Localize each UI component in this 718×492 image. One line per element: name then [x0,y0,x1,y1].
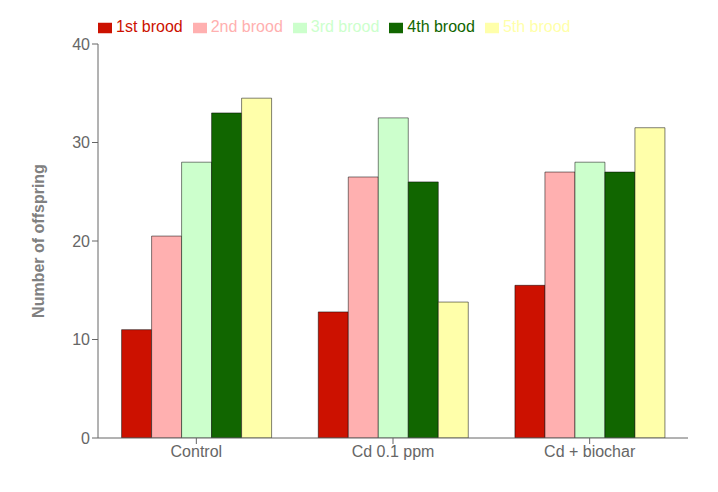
svg-text:10: 10 [72,331,90,348]
svg-text:Control: Control [171,443,223,460]
svg-text:Cd 0.1 ppm: Cd 0.1 ppm [352,443,435,460]
svg-text:40: 40 [72,36,90,53]
svg-text:Number of offspring: Number of offspring [30,164,47,318]
html-text:1st brood: 1st brood [116,18,183,35]
svg-text:20: 20 [72,233,90,250]
html-text:5th brood: 5th brood [502,18,571,35]
html-text:4th brood: 4th brood [407,18,475,35]
svg-text:30: 30 [72,134,90,151]
html-text:3rd brood: 3rd brood [310,18,380,35]
svg-text:0: 0 [81,430,90,447]
html-text:2nd brood: 2nd brood [210,18,283,35]
svg-text:Cd + biochar: Cd + biochar [544,443,636,460]
